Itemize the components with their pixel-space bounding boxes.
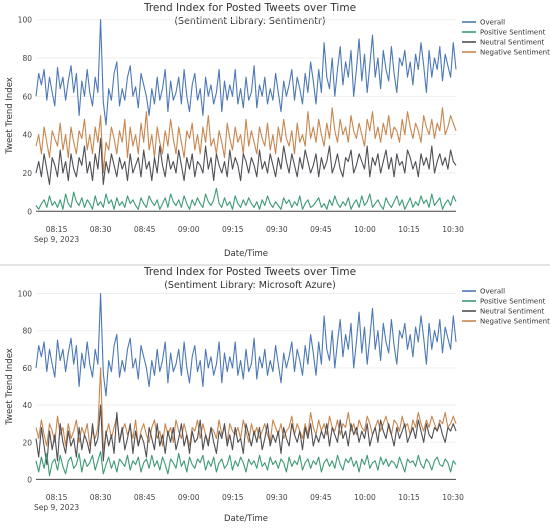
y-tick-label: 0 — [27, 207, 32, 216]
series-line-neutral-sentiment — [35, 137, 457, 185]
y-tick-label: 40 — [22, 401, 32, 410]
series-line-negative-sentiment — [35, 367, 457, 451]
x-tick-label: 10:15 — [398, 493, 420, 502]
y-tick-label: 100 — [18, 290, 33, 299]
y-tick-label: 40 — [22, 131, 32, 140]
x-tick-label: 10:15 — [398, 225, 420, 234]
line-chart-azure: Trend Index for Posted Tweets over Time (… — [5, 266, 550, 524]
x-tick-label: 08:30 — [90, 493, 112, 502]
line-chart-sentimentr: Trend Index for Posted Tweets over Time (… — [5, 2, 550, 259]
chart-title: Trend Index for Posted Tweets over Time — [143, 2, 356, 14]
legend-label: Neutral Sentiment — [480, 39, 544, 47]
series-line-overall — [35, 293, 457, 397]
chart-subtitle: (Sentiment Library: Microsoft Azure) — [164, 280, 336, 291]
y-axis-title: Tweet Trend Index — [5, 348, 15, 426]
legend-label: Neutral Sentiment — [480, 308, 544, 316]
legend-label: Negative Sentiment — [480, 318, 550, 326]
y-tick-label: 80 — [22, 327, 32, 336]
x-tick-label: 09:45 — [310, 225, 332, 234]
x-tick-label: 08:45 — [134, 493, 156, 502]
y-tick-label: 60 — [22, 92, 32, 101]
chart-title: Trend Index for Posted Tweets over Time — [143, 266, 356, 278]
x-tick-label: 10:00 — [354, 493, 376, 502]
y-gridlines — [36, 293, 456, 480]
series-line-negative-sentiment — [35, 107, 457, 174]
x-date-label: Sep 9, 2023 — [34, 503, 79, 512]
series-line-overall — [35, 19, 457, 126]
x-tick-label: 09:00 — [178, 493, 200, 502]
x-tick-label: 09:45 — [310, 493, 332, 502]
legend-label: Positive Sentiment — [480, 298, 546, 306]
y-tick-label: 0 — [27, 475, 32, 484]
series-line-positive-sentiment — [35, 187, 457, 210]
x-tick-label: 09:15 — [222, 493, 244, 502]
x-tick-label: 10:00 — [354, 225, 376, 234]
legend-label: Negative Sentiment — [480, 49, 550, 57]
legend: Overall Positive Sentiment Neutral Sentime… — [462, 19, 550, 57]
x-axis-title: Date/Time — [224, 514, 268, 524]
x-tick-label: 09:15 — [222, 225, 244, 234]
legend-label: Overall — [480, 19, 505, 27]
series-line-positive-sentiment — [35, 450, 457, 477]
y-axis-title: Tweet Trend Index — [5, 77, 15, 155]
y-tick-label: 60 — [22, 364, 32, 373]
chart-panel-sentimentr: Trend Index for Posted Tweets over Time (… — [5, 2, 550, 259]
x-tick-label: 08:15 — [46, 493, 68, 502]
chart-panel-azure: Trend Index for Posted Tweets over Time (… — [0, 266, 550, 524]
chart-subtitle: (Sentiment Library: Sentimentr) — [174, 16, 325, 27]
x-tick-label: 08:15 — [46, 225, 68, 234]
y-tick-label: 20 — [22, 169, 32, 178]
x-tick-label: 09:00 — [178, 225, 200, 234]
x-axis-title: Date/Time — [224, 249, 268, 259]
x-tick-label: 08:30 — [90, 225, 112, 234]
legend-label: Positive Sentiment — [480, 29, 546, 37]
x-tick-label: 10:30 — [442, 225, 464, 234]
y-tick-label: 80 — [22, 54, 32, 63]
x-date-label: Sep 9, 2023 — [34, 235, 79, 244]
y-tick-label: 20 — [22, 438, 32, 447]
x-tick-label: 08:45 — [134, 225, 156, 234]
legend-label: Overall — [480, 288, 505, 296]
x-tick-label: 09:30 — [266, 225, 288, 234]
x-tick-label: 10:30 — [442, 493, 464, 502]
y-gridlines — [36, 19, 456, 212]
legend: Overall Positive Sentiment Neutral Sentime… — [462, 288, 550, 326]
x-tick-label: 09:30 — [266, 493, 288, 502]
y-tick-label: 100 — [18, 16, 33, 25]
series-line-neutral-sentiment — [35, 404, 457, 466]
panel-divider — [0, 264, 550, 266]
